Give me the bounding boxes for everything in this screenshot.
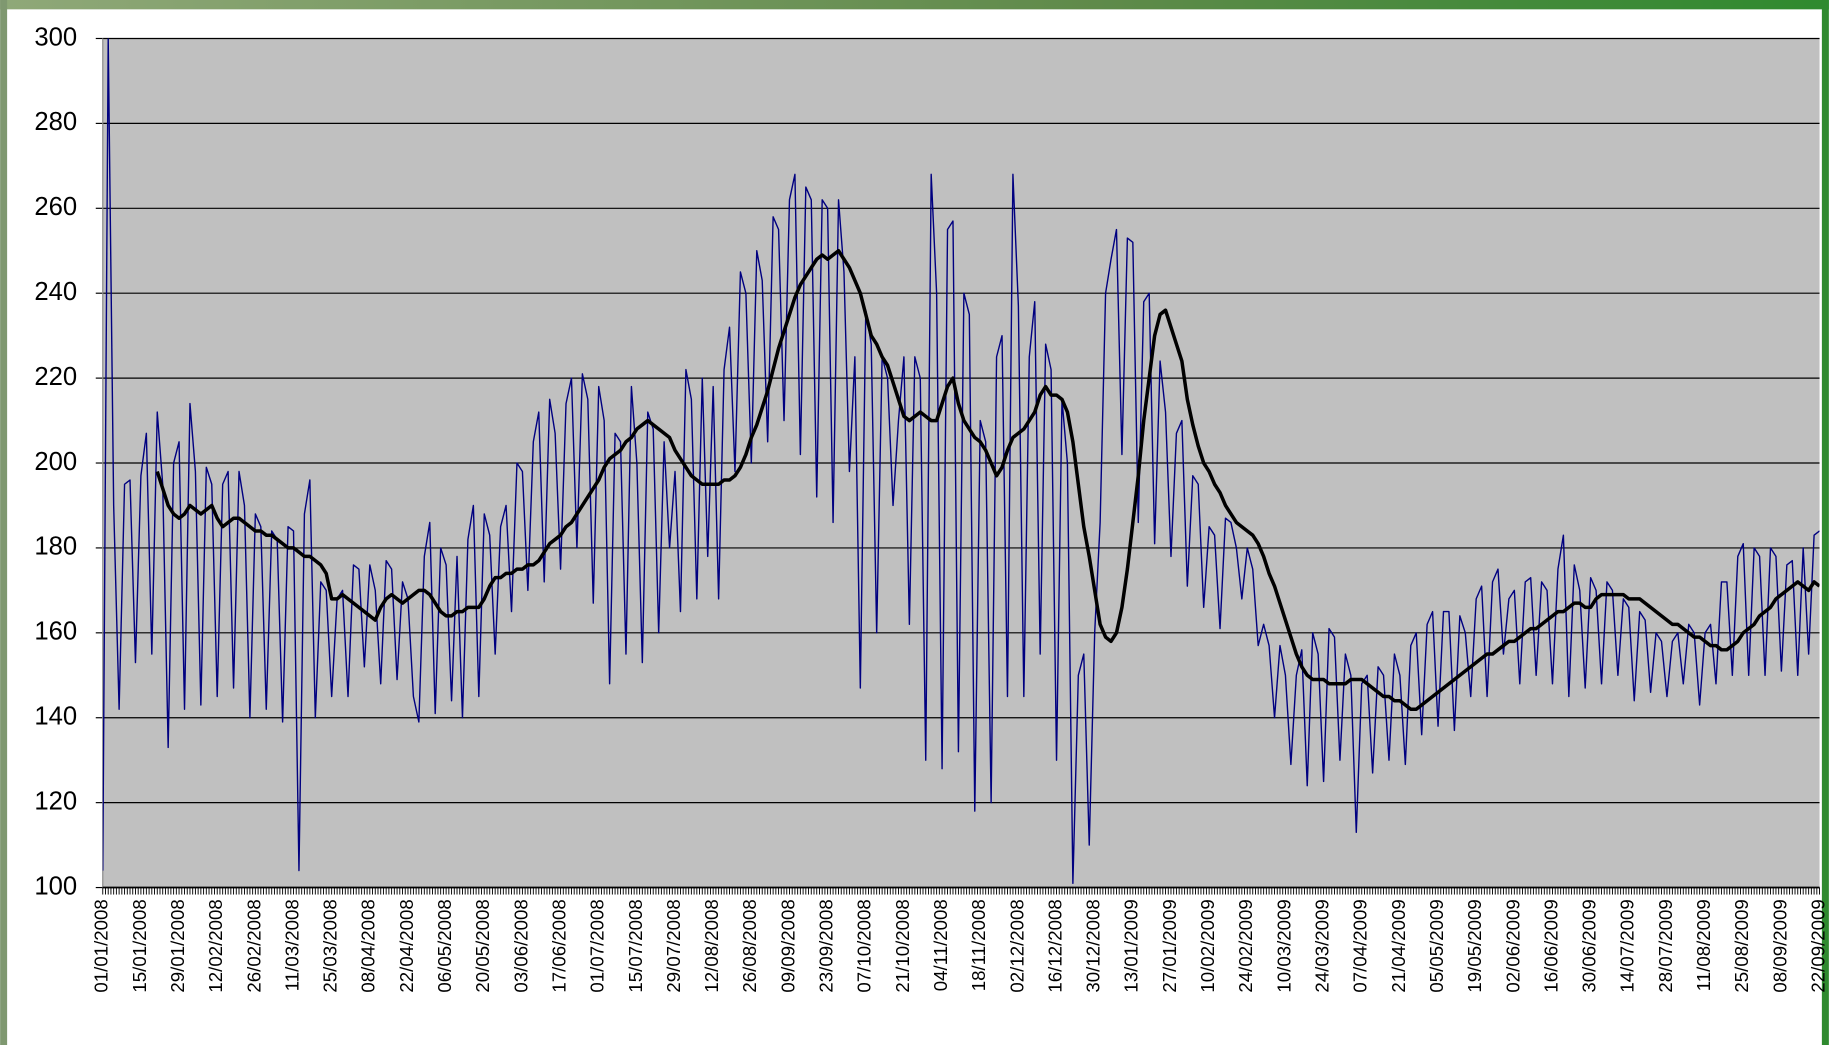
x-tick-label: 26/08/2008	[739, 899, 760, 992]
y-tick-label: 160	[34, 618, 77, 646]
x-tick-label: 07/04/2009	[1350, 899, 1371, 992]
x-tick-label: 20/05/2008	[472, 899, 493, 992]
x-tick-label: 02/12/2008	[1006, 899, 1027, 992]
x-tick-label: 02/06/2009	[1502, 899, 1523, 992]
frame-left	[0, 0, 8, 1045]
x-tick-label: 21/04/2009	[1388, 899, 1409, 992]
y-tick-label: 120	[34, 787, 77, 815]
x-tick-label: 22/09/2009	[1807, 899, 1828, 992]
x-tick-label: 12/02/2008	[205, 899, 226, 992]
y-tick-label: 180	[34, 533, 77, 561]
x-tick-label: 09/09/2008	[777, 899, 798, 992]
series-line	[155, 249, 1820, 711]
x-tick-label: 13/01/2009	[1121, 899, 1142, 992]
x-tick-label: 16/06/2009	[1540, 899, 1561, 992]
x-tick-label: 29/01/2008	[167, 899, 188, 992]
x-tick-label: 16/12/2008	[1044, 899, 1065, 992]
y-tick-label: 140	[34, 703, 77, 731]
x-tick-label: 11/08/2009	[1693, 899, 1714, 991]
x-tick-label: 14/07/2009	[1617, 899, 1638, 992]
x-tick-label: 30/06/2009	[1579, 899, 1600, 992]
x-tick-label: 08/04/2008	[358, 899, 379, 992]
x-tick-label: 08/09/2009	[1769, 899, 1790, 992]
x-tick-label: 30/12/2008	[1083, 899, 1104, 992]
y-tick-label: 200	[34, 448, 77, 476]
x-tick-label: 29/07/2008	[663, 899, 684, 992]
x-tick-label: 10/02/2009	[1197, 899, 1218, 992]
x-tick-label: 07/10/2008	[854, 899, 875, 992]
x-tick-label: 23/09/2008	[816, 899, 837, 992]
x-tick-label: 01/01/2008	[91, 899, 112, 992]
y-tick-label: 100	[34, 872, 77, 900]
y-tick-label: 220	[34, 363, 77, 391]
x-tick-label: 17/06/2008	[548, 899, 569, 992]
y-tick-label: 280	[34, 108, 77, 136]
x-tick-label: 15/01/2008	[129, 899, 150, 992]
x-tick-label: 11/03/2008	[281, 899, 302, 991]
x-tick-label: 01/07/2008	[587, 899, 608, 992]
y-tick-label: 300	[34, 23, 77, 51]
x-tick-label: 18/11/2008	[968, 899, 989, 991]
x-tick-label: 28/07/2009	[1655, 899, 1676, 992]
x-tick-label: 19/05/2009	[1464, 899, 1485, 992]
frame-top	[0, 0, 1829, 10]
frame-right	[1821, 0, 1829, 1045]
x-tick-label: 05/05/2009	[1426, 899, 1447, 992]
x-tick-label: 24/03/2009	[1312, 899, 1333, 992]
plot: 100 120 140 160 180 200 220 240 260 280 300 01/01/2…	[34, 23, 1828, 992]
x-tick-label: 03/06/2008	[510, 899, 531, 992]
y-tick-label: 240	[34, 278, 77, 306]
x-tick-label: 26/02/2008	[243, 899, 264, 992]
x-tick-label: 10/03/2009	[1273, 899, 1294, 992]
x-tick-label: 04/11/2008	[930, 899, 951, 991]
x-tick-label: 24/02/2009	[1235, 899, 1256, 992]
x-tick-label: 22/04/2008	[396, 899, 417, 992]
x-tick-label: 27/01/2009	[1159, 899, 1180, 992]
x-tick-label: 12/08/2008	[701, 899, 722, 992]
x-tick-label: 15/07/2008	[625, 899, 646, 992]
x-tick-label: 06/05/2008	[434, 899, 455, 992]
y-tick-label: 260	[34, 193, 77, 221]
series-line	[102, 38, 1820, 885]
x-tick-label: 25/08/2009	[1731, 899, 1752, 992]
x-tick-label: 25/03/2008	[320, 899, 341, 992]
x-tick-label: 21/10/2008	[892, 899, 913, 992]
